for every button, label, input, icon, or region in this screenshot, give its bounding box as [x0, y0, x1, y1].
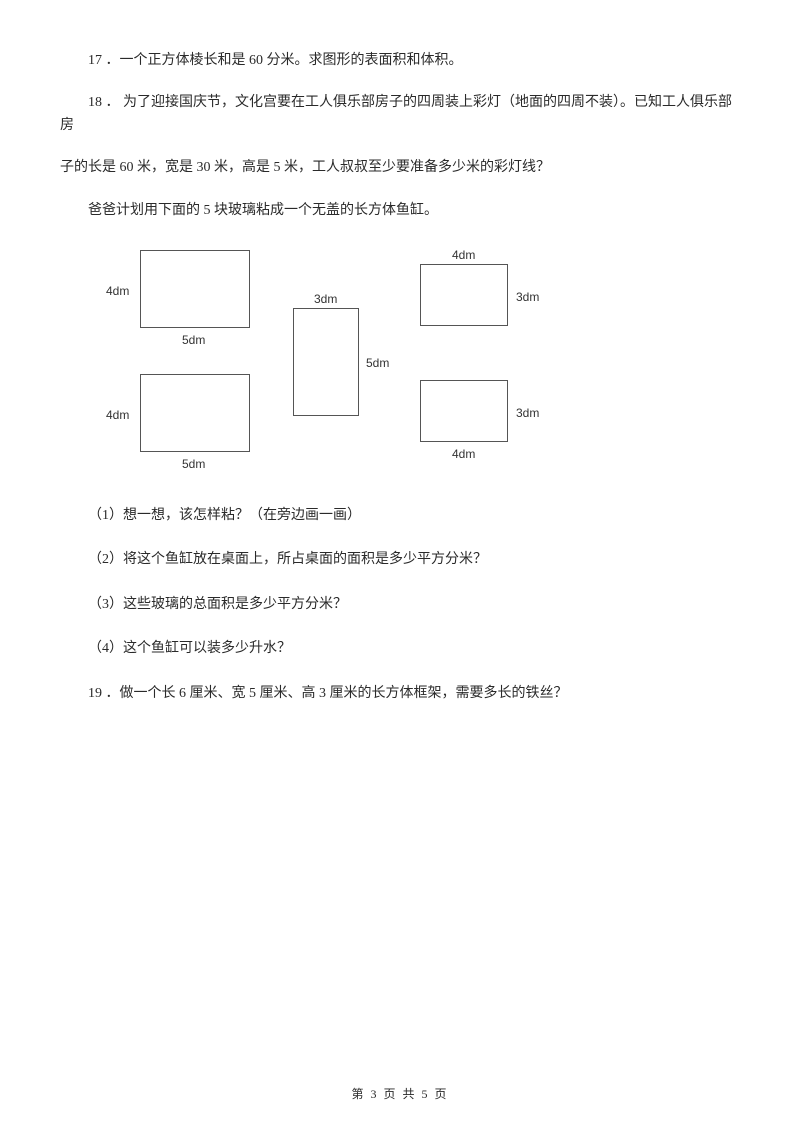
- label-r4-top: 4dm: [452, 246, 475, 265]
- rect-4: [420, 264, 508, 326]
- label-r5-bottom: 4dm: [452, 445, 475, 464]
- label-r4-right: 3dm: [516, 288, 539, 307]
- rect-3: [293, 308, 359, 416]
- question-18-subtext: 爸爸计划用下面的 5 块玻璃粘成一个无盖的长方体鱼缸。: [60, 200, 740, 222]
- sub-question-3: （3）这些玻璃的总面积是多少平方分米？: [88, 594, 740, 616]
- label-r1-left: 4dm: [106, 282, 129, 301]
- rect-1: [140, 250, 250, 328]
- question-18-line1: 18 ． 为了迎接国庆节，文化宫要在工人俱乐部房子的四周装上彩灯（地面的四周不装…: [60, 92, 740, 137]
- question-18-line2: 子的长是 60 米，宽是 30 米，高是 5 米，工人叔叔至少要准备多少米的彩灯…: [60, 157, 740, 179]
- label-r5-right: 3dm: [516, 404, 539, 423]
- label-r2-left: 4dm: [106, 406, 129, 425]
- page-footer: 第 3 页 共 5 页: [0, 1085, 800, 1104]
- rect-2: [140, 374, 250, 452]
- label-r3-top: 3dm: [314, 290, 337, 309]
- question-19: 19 ．做一个长 6 厘米、宽 5 厘米、高 3 厘米的长方体框架，需要多长的铁…: [60, 683, 740, 705]
- sub-question-1: （1）想一想，该怎样粘？（在旁边画一画）: [88, 505, 740, 527]
- rect-5: [420, 380, 508, 442]
- label-r3-right: 5dm: [366, 354, 389, 373]
- sub-question-4: （4）这个鱼缸可以装多少升水？: [88, 638, 740, 660]
- glass-diagram: 4dm 5dm 4dm 5dm 3dm 5dm 4dm 3dm 3dm 4dm: [100, 242, 580, 477]
- sub-question-2: （2）将这个鱼缸放在桌面上，所占桌面的面积是多少平方分米？: [88, 549, 740, 571]
- label-r2-bottom: 5dm: [182, 455, 205, 474]
- label-r1-bottom: 5dm: [182, 331, 205, 350]
- question-17: 17 ．一个正方体棱长和是 60 分米。求图形的表面积和体积。: [60, 50, 740, 72]
